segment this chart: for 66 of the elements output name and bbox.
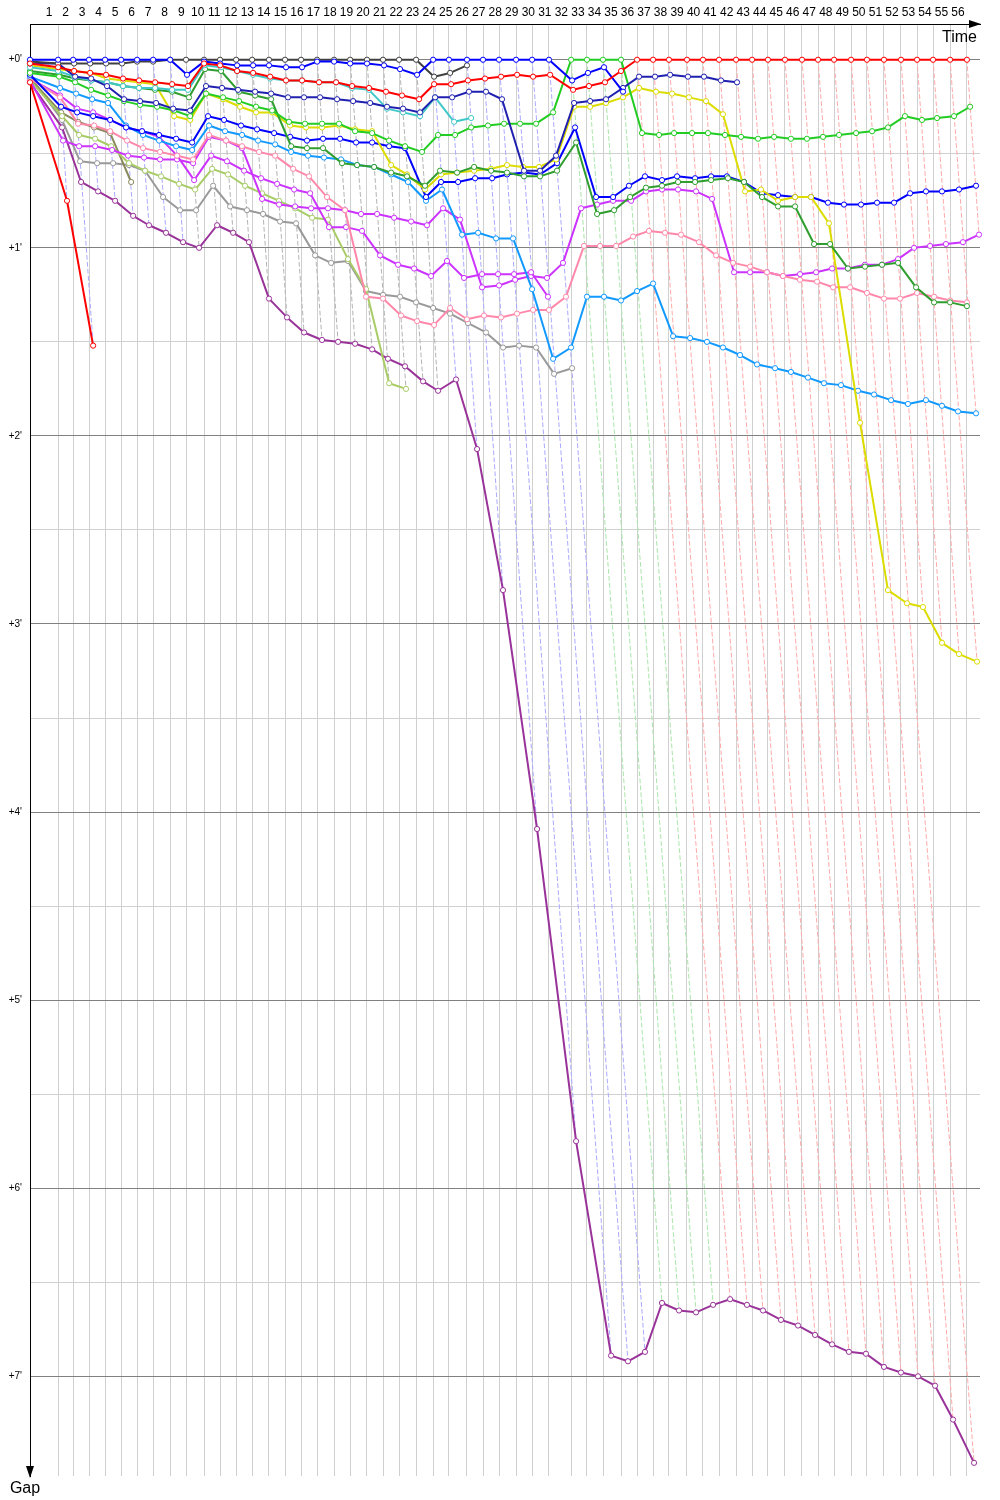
x-tick-label: 14: [257, 5, 271, 20]
x-tick-label: 15: [273, 5, 288, 20]
x-tick-label: 37: [637, 5, 651, 20]
x-tick-label: 54: [918, 5, 932, 20]
x-tick-label: 41: [703, 5, 718, 20]
x-tick-label: 18: [323, 5, 337, 20]
x-tick-label: 36: [620, 5, 635, 20]
x-tick-label: 26: [455, 5, 470, 20]
x-tick-label: 17: [306, 5, 321, 20]
x-tick-label: 24: [422, 5, 437, 20]
x-axis-title: Time: [942, 28, 978, 46]
x-tick-label: 38: [653, 5, 668, 20]
x-tick-label: 1: [45, 5, 53, 20]
x-tick-label: 3: [78, 5, 86, 20]
x-tick-label: 27: [472, 5, 486, 20]
x-tick-label: 10: [191, 5, 205, 20]
x-tick-label: 53: [901, 5, 916, 20]
x-tick-label: 42: [719, 5, 734, 20]
x-tick-label: 48: [819, 5, 833, 20]
x-tick-label: 39: [670, 5, 685, 20]
x-tick-label: 7: [144, 5, 152, 20]
x-tick-label: 28: [488, 5, 503, 20]
y-tick-label: +3': [8, 617, 23, 629]
y-tick-label: +0': [8, 53, 23, 65]
x-tick-label: 30: [521, 5, 536, 20]
x-tick-label: 8: [161, 5, 169, 20]
x-tick-label: 56: [951, 5, 966, 20]
x-tick-label: 21: [372, 5, 387, 20]
x-tick-label: 35: [604, 5, 618, 20]
x-tick-label: 23: [405, 5, 420, 20]
y-tick-label: +5': [8, 993, 23, 1005]
x-tick-label: 50: [852, 5, 866, 20]
x-tick-label: 51: [868, 5, 883, 20]
x-tick-label: 46: [786, 5, 800, 20]
x-tick-label: 47: [802, 5, 817, 20]
x-tick-label: 5: [111, 5, 119, 20]
y-tick-label: +4': [8, 805, 23, 817]
y-tick-label: +7': [8, 1370, 23, 1382]
x-tick-label: 43: [736, 5, 751, 20]
y-tick-label: +6': [8, 1181, 23, 1193]
x-tick-label: 6: [128, 5, 136, 20]
x-tick-label: 34: [587, 5, 602, 20]
x-tick-label: 55: [934, 5, 949, 20]
x-tick-label: 49: [835, 5, 850, 20]
x-tick-label: 9: [177, 5, 185, 20]
x-tick-label: 22: [389, 5, 404, 20]
x-tick-label: 19: [339, 5, 354, 20]
x-tick-label: 2: [62, 5, 70, 20]
x-tick-label: 33: [571, 5, 585, 20]
y-axis-title: Gap: [9, 1479, 41, 1497]
x-tick-label: 29: [505, 5, 519, 20]
x-tick-label: 32: [554, 5, 569, 20]
x-tick-label: 25: [438, 5, 453, 20]
x-tick-label: 13: [240, 5, 255, 20]
x-tick-label: 40: [686, 5, 701, 20]
x-tick-label: 31: [538, 5, 552, 20]
x-tick-label: 12: [224, 5, 238, 20]
x-tick-label: 44: [753, 5, 767, 20]
x-tick-label: 20: [356, 5, 371, 20]
y-tick-label: +1': [8, 241, 23, 253]
y-tick-label: +2': [8, 429, 23, 441]
x-tick-label: 52: [885, 5, 899, 20]
x-tick-label: 4: [95, 5, 103, 20]
x-tick-label: 45: [769, 5, 784, 20]
x-tick-label: 16: [290, 5, 304, 20]
x-tick-label: 11: [208, 5, 221, 20]
